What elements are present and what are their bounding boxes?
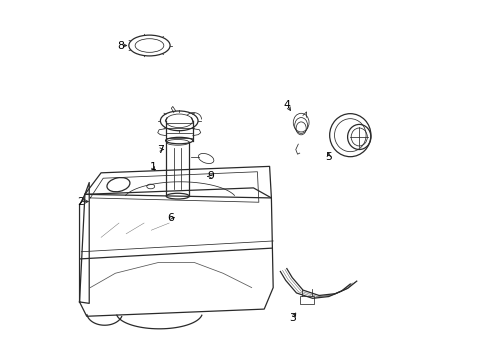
Text: 4: 4	[283, 100, 290, 110]
Text: 3: 3	[289, 313, 296, 323]
Text: 1: 1	[149, 162, 156, 172]
Text: 5: 5	[325, 152, 331, 162]
Text: 2: 2	[77, 197, 83, 207]
Bar	[300, 296, 314, 304]
Text: 6: 6	[167, 213, 174, 222]
Text: 8: 8	[117, 41, 124, 50]
Text: 9: 9	[206, 171, 213, 181]
Text: 7: 7	[157, 144, 163, 154]
